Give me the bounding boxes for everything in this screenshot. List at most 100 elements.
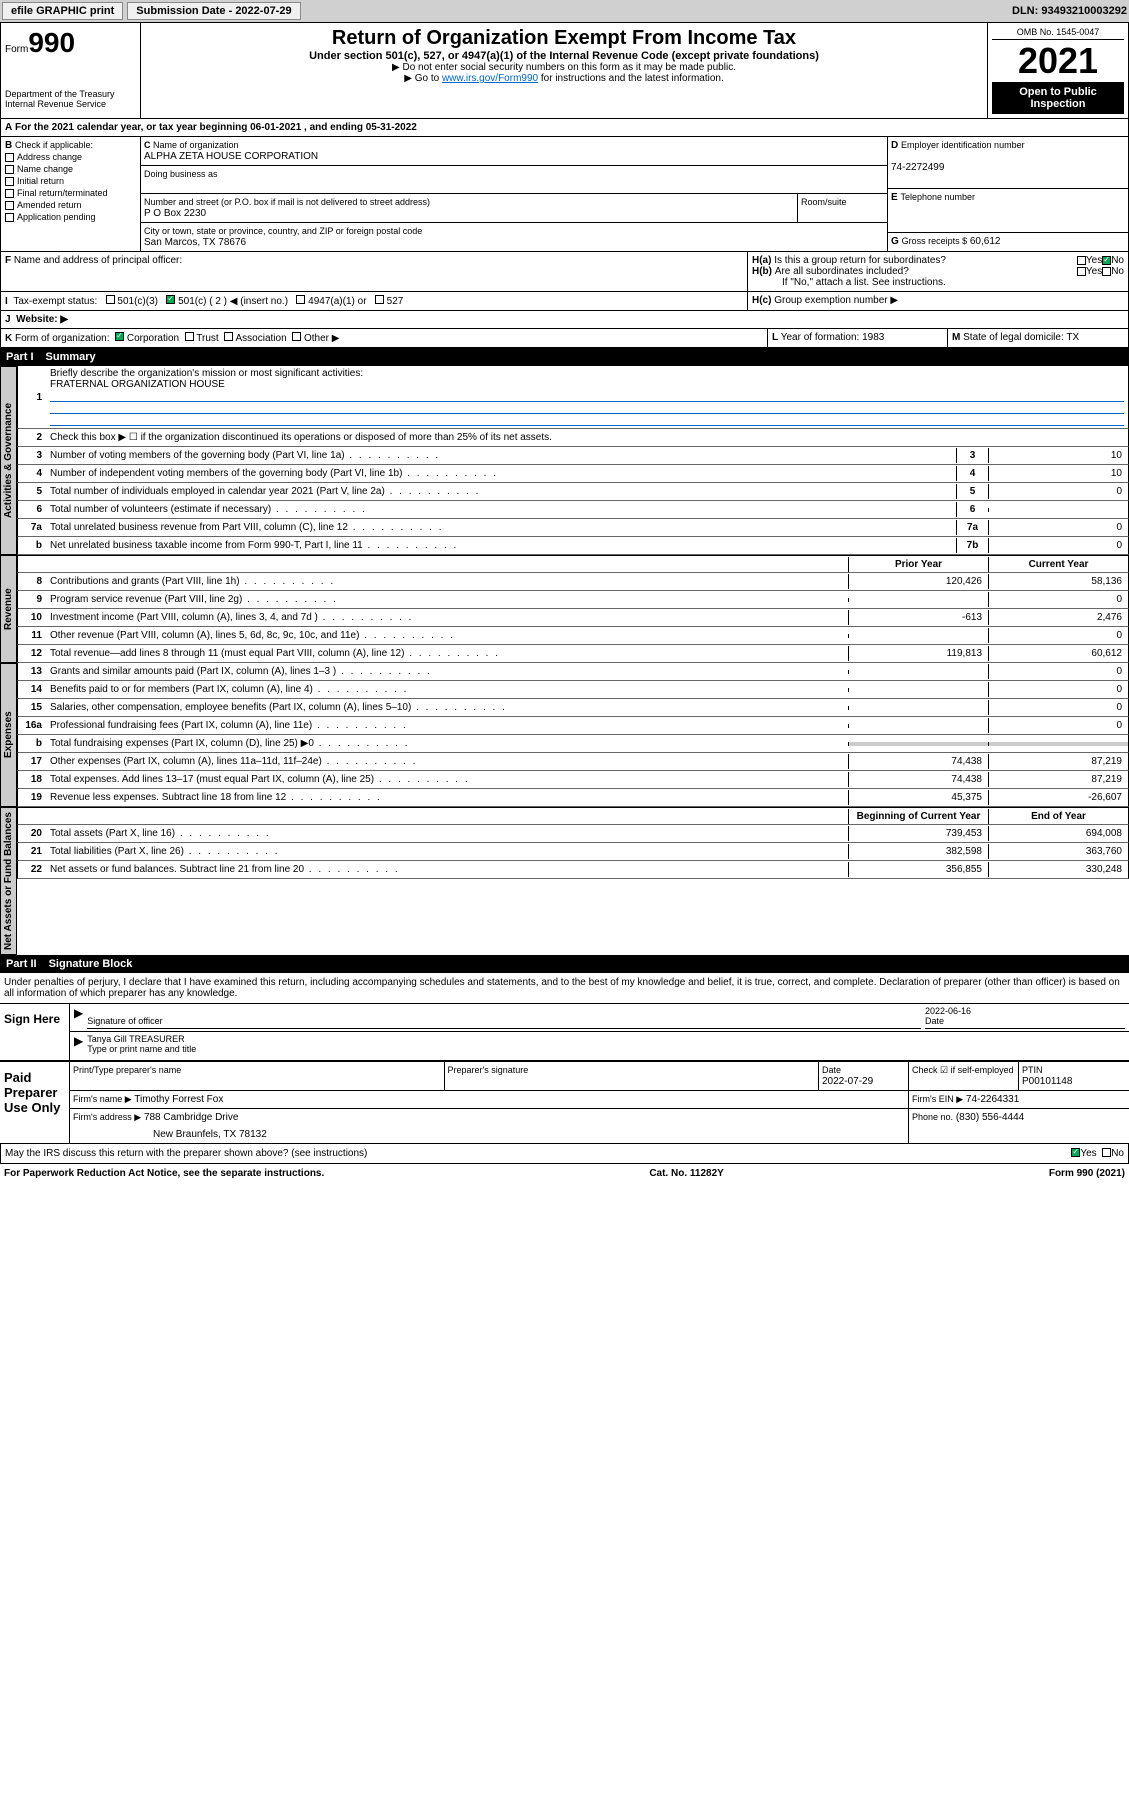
website-row: J Website: ▶ bbox=[0, 311, 1129, 329]
eoy-hdr: End of Year bbox=[988, 809, 1128, 824]
h-c-letter: H(c) bbox=[752, 295, 771, 306]
cb-app-pending[interactable]: Application pending bbox=[5, 211, 136, 223]
ptin-label: PTIN bbox=[1022, 1065, 1043, 1075]
website-label: Website: ▶ bbox=[16, 314, 68, 325]
submission-date-button[interactable]: Submission Date - 2022-07-29 bbox=[127, 2, 300, 20]
year-formation-value: 1983 bbox=[862, 332, 884, 343]
org-name-label: Name of organization bbox=[153, 140, 239, 150]
discuss-yes-cb[interactable] bbox=[1071, 1148, 1080, 1157]
officer-name: Tanya Gill TREASURER bbox=[87, 1034, 184, 1044]
sign-here-row: Sign Here ▶ Signature of officer 2022-06… bbox=[0, 1004, 1129, 1061]
cb-address-change[interactable]: Address change bbox=[5, 151, 136, 163]
vert-rev-label: Revenue bbox=[0, 555, 17, 663]
efile-print-button[interactable]: efile GRAPHIC print bbox=[2, 2, 123, 20]
h-c-label: Group exemption number ▶ bbox=[774, 295, 898, 306]
org-name: ALPHA ZETA HOUSE CORPORATION bbox=[144, 151, 318, 162]
boy-hdr: Beginning of Current Year bbox=[848, 809, 988, 824]
vert-exp-label: Expenses bbox=[0, 663, 17, 807]
cb-initial-return[interactable]: Initial return bbox=[5, 175, 136, 187]
money-line: 12 Total revenue—add lines 8 through 11 … bbox=[17, 645, 1129, 663]
discuss-no-cb[interactable] bbox=[1102, 1148, 1111, 1157]
firm-ein: 74-2264331 bbox=[966, 1094, 1019, 1105]
form-number: 990 bbox=[28, 27, 75, 58]
officer-label: Name and address of principal officer: bbox=[14, 255, 182, 266]
paid-preparer-label: Paid Preparer Use Only bbox=[0, 1062, 70, 1143]
tax-exempt-row: I Tax-exempt status: 501(c)(3) 501(c) ( … bbox=[0, 292, 1129, 311]
ag-line: 6 Total number of volunteers (estimate i… bbox=[17, 501, 1129, 519]
ha-no-cb[interactable] bbox=[1102, 256, 1111, 265]
money-line: 16a Professional fundraising fees (Part … bbox=[17, 717, 1129, 735]
firm-phone-label: Phone no. bbox=[912, 1112, 953, 1122]
ha-yes-cb[interactable] bbox=[1077, 256, 1086, 265]
cb-501c[interactable] bbox=[166, 295, 175, 304]
domicile-label: State of legal domicile: bbox=[963, 332, 1064, 343]
topbar: efile GRAPHIC print Submission Date - 20… bbox=[0, 0, 1129, 22]
gross-receipts-value: 60,612 bbox=[970, 236, 1001, 247]
firm-phone: (830) 556-4444 bbox=[956, 1112, 1024, 1123]
date-label: Date bbox=[925, 1016, 944, 1026]
form-word: Form bbox=[5, 44, 28, 55]
vert-na-label: Net Assets or Fund Balances bbox=[0, 807, 17, 955]
discuss-text: May the IRS discuss this return with the… bbox=[5, 1148, 1071, 1159]
irs-link[interactable]: www.irs.gov/Form990 bbox=[442, 73, 538, 84]
footer: For Paperwork Reduction Act Notice, see … bbox=[0, 1164, 1129, 1183]
part2-title: Signature Block bbox=[49, 958, 133, 970]
declaration-text: Under penalties of perjury, I declare th… bbox=[0, 973, 1129, 1004]
cb-assoc[interactable] bbox=[224, 332, 233, 341]
money-line: 11 Other revenue (Part VIII, column (A),… bbox=[17, 627, 1129, 645]
cb-name-change[interactable]: Name change bbox=[5, 163, 136, 175]
paperwork-notice: For Paperwork Reduction Act Notice, see … bbox=[4, 1168, 324, 1179]
part2-num: Part II bbox=[6, 958, 37, 970]
cb-corp[interactable] bbox=[115, 332, 124, 341]
dln-label: DLN: 93493210003292 bbox=[1012, 5, 1127, 17]
money-line: 15 Salaries, other compensation, employe… bbox=[17, 699, 1129, 717]
firm-ein-label: Firm's EIN ▶ bbox=[912, 1094, 963, 1104]
instr-2: ▶ Go to www.irs.gov/Form990 for instruct… bbox=[145, 73, 983, 84]
dba-label: Doing business as bbox=[144, 169, 218, 179]
curr-year-hdr: Current Year bbox=[988, 557, 1128, 572]
expenses-section: Expenses 13 Grants and similar amounts p… bbox=[0, 663, 1129, 807]
city-state-zip: San Marcos, TX 78676 bbox=[144, 237, 246, 248]
cb-final-return[interactable]: Final return/terminated bbox=[5, 187, 136, 199]
line-2-num: 2 bbox=[18, 430, 46, 445]
section-i-letter: I bbox=[5, 296, 8, 307]
money-line: 14 Benefits paid to or for members (Part… bbox=[17, 681, 1129, 699]
form-header: Form990 Department of the Treasury Inter… bbox=[0, 22, 1129, 119]
arrow-icon: ▶ bbox=[74, 1034, 83, 1058]
ag-line: b Net unrelated business taxable income … bbox=[17, 537, 1129, 555]
officer-h-row: F Name and address of principal officer:… bbox=[0, 252, 1129, 292]
h-b-label: Are all subordinates included? bbox=[775, 266, 1077, 277]
omb-number: OMB No. 1545-0047 bbox=[992, 27, 1124, 40]
cb-amended[interactable]: Amended return bbox=[5, 199, 136, 211]
ptin-value: P00101148 bbox=[1022, 1076, 1072, 1087]
ein-label: Employer identification number bbox=[901, 140, 1025, 150]
tax-year-line: For the 2021 calendar year, or tax year … bbox=[15, 122, 417, 133]
ag-line: 4 Number of independent voting members o… bbox=[17, 465, 1129, 483]
money-line: 18 Total expenses. Add lines 13–17 (must… bbox=[17, 771, 1129, 789]
cat-no: Cat. No. 11282Y bbox=[649, 1168, 723, 1179]
ag-line: 3 Number of voting members of the govern… bbox=[17, 447, 1129, 465]
money-line: 19 Revenue less expenses. Subtract line … bbox=[17, 789, 1129, 807]
cb-other[interactable] bbox=[292, 332, 301, 341]
form-ref: Form 990 (2021) bbox=[1049, 1168, 1125, 1179]
cb-527[interactable] bbox=[375, 295, 384, 304]
money-line: 20 Total assets (Part X, line 16) 739,45… bbox=[17, 825, 1129, 843]
line-1-num: 1 bbox=[18, 390, 46, 405]
city-label: City or town, state or province, country… bbox=[144, 226, 422, 236]
h-a-letter: H(a) bbox=[752, 255, 771, 266]
hb-no-cb[interactable] bbox=[1102, 267, 1111, 276]
firm-name-label: Firm's name ▶ bbox=[73, 1094, 132, 1104]
prior-year-hdr: Prior Year bbox=[848, 557, 988, 572]
part1-header: Part I Summary bbox=[0, 348, 1129, 366]
cb-501c3[interactable] bbox=[106, 295, 115, 304]
section-f-letter: F bbox=[5, 255, 11, 266]
year-formation-label: Year of formation: bbox=[781, 332, 860, 343]
revenue-section: Revenue Prior Year Current Year 8 Contri… bbox=[0, 555, 1129, 663]
money-line: 22 Net assets or fund balances. Subtract… bbox=[17, 861, 1129, 879]
hb-yes-cb[interactable] bbox=[1077, 267, 1086, 276]
cb-trust[interactable] bbox=[185, 332, 194, 341]
section-g-letter: G bbox=[891, 236, 899, 247]
irs-label: Internal Revenue Service bbox=[5, 99, 136, 109]
cb-4947[interactable] bbox=[296, 295, 305, 304]
form-org-label: Form of organization: bbox=[15, 333, 110, 344]
